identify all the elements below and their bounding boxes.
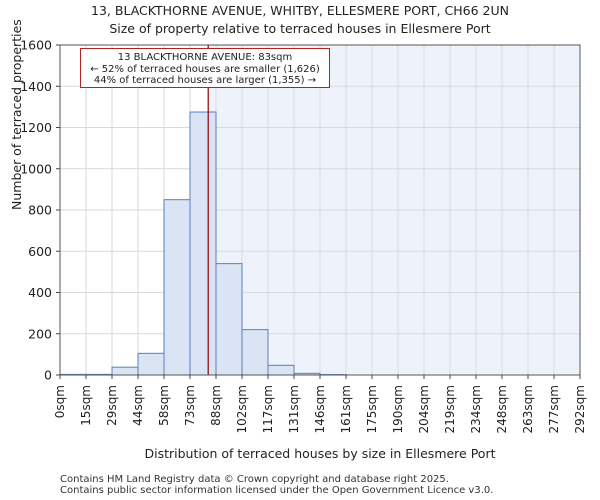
chart-subtitle: Size of property relative to terraced ho… [109,21,491,36]
x-tick-label-44sqm: 44sqm [131,385,145,426]
y-tick-label-200: 200 [28,326,52,341]
x-tick-label-117sqm: 117sqm [261,385,275,433]
y-tick-label-1200: 1200 [20,120,52,135]
x-tick-label-146sqm: 146sqm [313,385,327,433]
y-tick-label-800: 800 [28,203,52,218]
x-axis-label: Distribution of terraced houses by size … [144,446,496,461]
bar-88sqm [215,263,243,376]
y-tick-label-1600: 1600 [20,38,52,53]
y-tick-label-400: 400 [28,285,52,300]
x-tick-label-219sqm: 219sqm [443,385,457,433]
bar-58sqm [163,199,191,376]
y-tick-label-1000: 1000 [20,161,52,176]
x-tick-label-161sqm: 161sqm [339,385,353,433]
x-tick-label-58sqm: 58sqm [157,385,171,426]
x-tick-label-131sqm: 131sqm [287,385,301,433]
y-axis-label: Number of terraced properties [9,19,24,210]
chart-title: 13, BLACKTHORNE AVENUE, WHITBY, ELLESMER… [91,3,509,18]
x-tick-label-277sqm: 277sqm [547,385,561,433]
annotation-line-1: 13 BLACKTHORNE AVENUE: 83sqm [117,52,293,63]
annotation-line-3: 44% of terraced houses are larger (1,355… [93,75,317,86]
x-tick-label-29sqm: 29sqm [105,385,119,426]
bar-102sqm [241,329,269,376]
annotation-line-2: ← 52% of terraced houses are smaller (1,… [90,63,320,75]
annotation-box: 13 BLACKTHORNE AVENUE: 83sqm ← 52% of te… [80,48,330,88]
footer-line-1: Contains HM Land Registry data © Crown c… [60,474,449,485]
x-tick-label-175sqm: 175sqm [365,385,379,433]
x-tick-label-204sqm: 204sqm [417,385,431,433]
bar-117sqm [267,364,295,376]
x-tick-label-190sqm: 190sqm [391,385,405,433]
x-tick-label-88sqm: 88sqm [209,385,223,426]
x-tick-label-292sqm: 292sqm [573,385,587,433]
footer-line-2: Contains public sector information licen… [60,485,494,496]
bar-29sqm [111,366,139,376]
y-tick-label-1400: 1400 [20,79,52,94]
x-tick-label-234sqm: 234sqm [469,385,483,433]
x-tick-label-73sqm: 73sqm [183,385,197,426]
x-tick-label-102sqm: 102sqm [235,385,249,433]
x-tick-label-248sqm: 248sqm [495,385,509,433]
x-tick-label-0sqm: 0sqm [53,385,67,418]
x-tick-label-15sqm: 15sqm [79,385,93,426]
bar-44sqm [137,352,165,376]
y-tick-label-600: 600 [28,244,52,259]
y-tick-label-0: 0 [44,368,52,383]
bar-73sqm [189,111,217,376]
x-tick-label-263sqm: 263sqm [521,385,535,433]
